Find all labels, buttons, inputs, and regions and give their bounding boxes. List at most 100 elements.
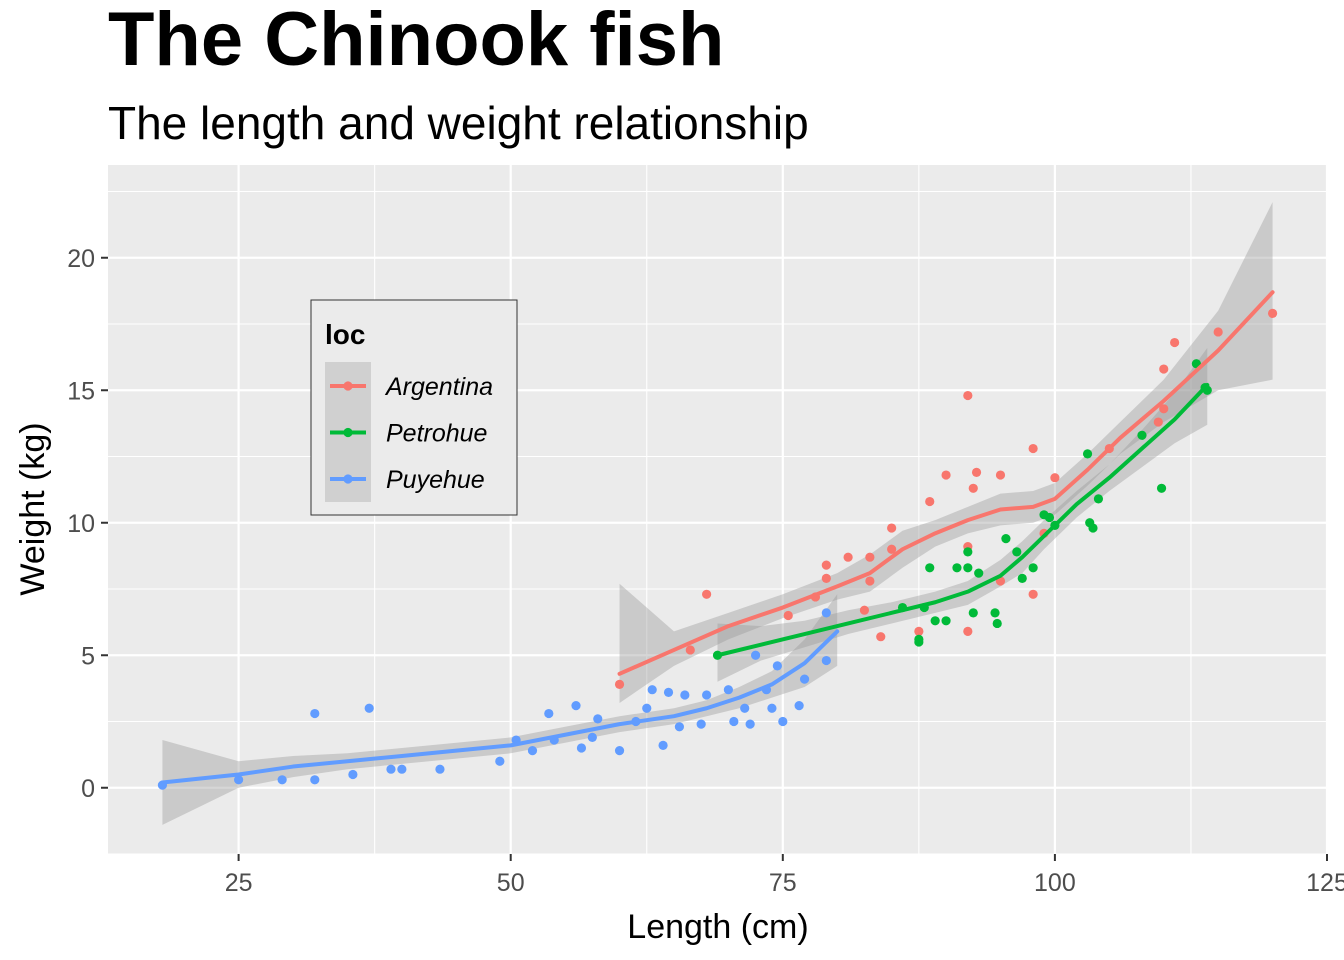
petrohue-confidence-band (717, 347, 1208, 682)
puyehue-data-point (767, 703, 777, 713)
argentina-data-point (971, 467, 982, 477)
petrohue-data-point (963, 563, 973, 573)
x-tick-label: 125 (1306, 869, 1344, 897)
petrohue-data-point (1137, 430, 1147, 440)
legend-label-petrohue: Petrohue (386, 420, 487, 448)
argentina-data-point (685, 645, 695, 655)
chart-subtitle: The length and weight relationship (108, 97, 809, 149)
legend-dot-puyehue (343, 474, 353, 484)
puyehue-data-point (435, 764, 445, 774)
y-axis-title: Weight (kg) (14, 422, 52, 595)
argentina-data-point (1159, 364, 1169, 374)
petrohue-data-point (968, 608, 978, 618)
y-tick-label: 15 (67, 377, 95, 405)
puyehue-data-point (750, 650, 761, 660)
puyehue-data-point (277, 775, 287, 785)
puyehue-data-point (571, 701, 581, 711)
smooth-lines (160, 290, 1275, 785)
argentina-data-point (821, 573, 831, 584)
puyehue-data-point (310, 775, 320, 785)
puyehue-data-point (729, 716, 739, 727)
legend-dot-argentina (343, 381, 353, 391)
puyehue-data-point (527, 746, 538, 756)
petrohue-data-point (1156, 483, 1167, 493)
legend-label-argentina: Argentina (384, 373, 493, 401)
argentina-data-point (702, 589, 712, 599)
argentina-data-point (859, 605, 870, 615)
puyehue-data-point (702, 690, 712, 700)
petrohue-data-point (990, 608, 1000, 618)
y-tick-label: 0 (81, 775, 95, 803)
puyehue-data-point (696, 719, 706, 729)
petrohue-data-point (914, 634, 924, 644)
puyehue-data-point (614, 746, 625, 756)
legend: loc Argentina Petrohue Puyehue (310, 299, 518, 516)
x-tick-label: 25 (225, 869, 253, 897)
puyehue-data-point (576, 743, 587, 753)
petrohue-data-point (925, 563, 935, 573)
argentina-data-point (887, 544, 897, 554)
puyehue-smooth-line (160, 629, 840, 785)
puyehue-data-point (642, 703, 652, 713)
argentina-data-point (843, 552, 853, 562)
petrohue-data-point (1093, 494, 1104, 504)
x-tick-label: 50 (497, 869, 525, 897)
argentina-data-point (963, 626, 973, 637)
y-tick-label: 10 (67, 510, 95, 538)
petrohue-data-point (992, 618, 1002, 629)
argentina-data-point (783, 610, 793, 621)
legend-label-puyehue: Puyehue (386, 466, 485, 494)
argentina-data-point (1213, 327, 1223, 337)
x-axis-title: Length (cm) (627, 908, 808, 946)
puyehue-data-point (723, 685, 733, 695)
petrohue-data-point (1001, 534, 1011, 544)
argentina-data-point (614, 679, 625, 690)
puyehue-data-point (772, 661, 782, 671)
puyehue-data-point (587, 732, 597, 743)
puyehue-data-point (544, 708, 554, 719)
argentina-data-point (968, 483, 978, 493)
petrohue-data-point (941, 616, 951, 626)
puyehue-confidence-band (162, 594, 838, 825)
chart-title: The Chinook fish (108, 0, 725, 82)
argentina-data-point (1267, 308, 1278, 318)
petrohue-data-point (1082, 449, 1093, 459)
puyehue-data-point (658, 740, 668, 750)
puyehue-data-point (821, 655, 831, 666)
puyehue-data-point (364, 703, 374, 713)
puyehue-data-point (799, 674, 810, 684)
y-tick-label: 20 (67, 245, 95, 273)
argentina-data-point (821, 560, 831, 570)
confidence-bands (162, 202, 1273, 825)
legend-items: Argentina Petrohue Puyehue (330, 373, 493, 494)
petrohue-data-point (1088, 523, 1098, 533)
puyehue-data-point (778, 716, 788, 727)
legend-title: loc (325, 319, 365, 350)
puyehue-data-point (495, 756, 505, 766)
puyehue-data-point (663, 687, 674, 697)
argentina-data-point (1028, 443, 1038, 454)
puyehue-data-point (348, 769, 358, 780)
puyehue-data-point (740, 703, 750, 713)
argentina-data-point (887, 523, 897, 533)
plot-panel (108, 165, 1327, 854)
argentina-data-point (925, 496, 935, 507)
argentina-data-point (876, 632, 886, 642)
petrohue-data-point (1044, 512, 1055, 523)
argentina-data-point (914, 626, 924, 637)
puyehue-data-point (593, 714, 603, 724)
legend-dot-petrohue (343, 427, 353, 438)
argentina-data-point (963, 390, 973, 401)
petrohue-data-point (963, 547, 973, 557)
puyehue-data-point (397, 764, 407, 774)
petrohue-data-point (1012, 547, 1022, 557)
argentina-data-point (865, 576, 875, 586)
petrohue-data-point (1017, 573, 1027, 584)
puyehue-data-point (745, 719, 755, 729)
puyehue-data-point (674, 722, 685, 732)
puyehue-data-point (821, 608, 831, 618)
argentina-smooth-line (617, 290, 1275, 676)
argentina-data-point (1153, 417, 1163, 427)
argentina-data-point (1159, 404, 1169, 414)
